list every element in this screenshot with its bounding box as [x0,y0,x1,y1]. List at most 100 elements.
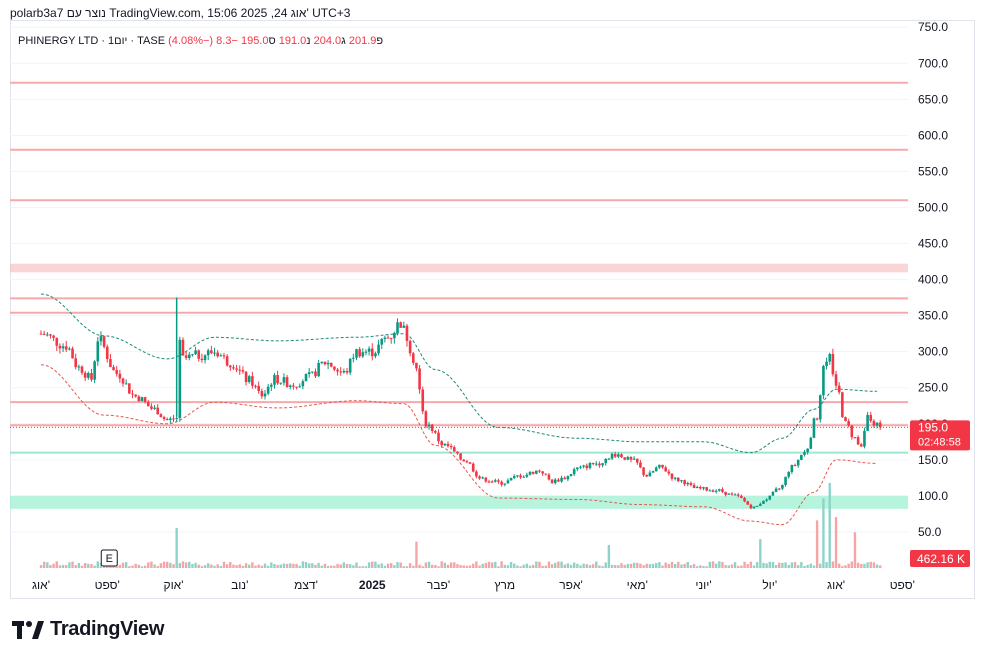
price-tick-label: 650.0 [918,92,948,106]
volume-bar [449,562,453,568]
candle-body [90,373,93,380]
candle-body [421,389,425,412]
volume-bar [181,561,185,568]
candle-body [83,372,87,378]
tradingview-logo[interactable]: TradingView [12,618,164,641]
candle-body [670,473,674,479]
open-value: 201.9 [348,35,377,47]
candle-body [415,362,418,369]
volume-value-badge [910,550,970,567]
volume-bar [49,565,52,568]
candle-body [664,467,667,472]
volume-bar [65,565,68,568]
candle-body [522,476,526,478]
volume-bar [636,562,639,568]
candle-body [304,374,308,382]
volume-bar [673,563,677,568]
candle-body [841,392,844,418]
volume-bar [156,565,159,568]
candle-body [863,430,866,447]
price-chart[interactable]: 50.0100.0150.0200.0250.0300.0350.0400.04… [0,0,985,600]
volume-bar [579,565,582,568]
volume-bar [311,563,314,568]
candle-body [692,484,696,489]
volume-bar [860,563,863,568]
earnings-event-marker[interactable] [100,549,118,567]
volume-bar [481,563,484,568]
candle-body [856,437,860,445]
candle-body [437,432,440,442]
volume-bar [304,562,308,568]
volume-bar [213,565,216,568]
volume-bar [326,565,330,568]
volume-bar [544,565,547,568]
candle-body [295,386,298,388]
candle-body [115,370,119,374]
time-tick-label: יול' [762,578,777,592]
price-axis: 50.0100.0150.0200.0250.0300.0350.0400.04… [918,20,948,539]
volume-bar [689,565,693,568]
volume-bar [427,561,431,568]
volume-bar [96,561,99,568]
volume-bar [408,563,412,568]
volume-bar [478,565,481,568]
volume-bar [784,562,787,568]
time-tick-label: דצמ' [294,578,318,592]
candle-body [61,346,65,349]
candle-body [468,462,472,464]
volume-bar [178,563,182,568]
candle-body [109,359,112,368]
volume-bar [399,562,402,568]
close-value: 195.0 [240,35,269,47]
candle-body [244,371,248,383]
candle-body [128,383,131,394]
volume-bar [639,563,642,568]
volume-bar [696,566,699,568]
volume-bar [522,564,525,568]
earnings-event-label: E [106,553,113,565]
time-axis: E אוג' ספט' אוק' נוב' דצמ' 2025 פבר' מרץ אפר' מאי'… [32,549,915,592]
volume-bar [623,564,626,568]
volume-bar [292,563,295,568]
candle-body [279,382,283,384]
candle-body [689,483,693,485]
candle-body [118,373,122,379]
volume-bar [440,561,443,568]
candle-body [380,338,384,345]
candle-body [39,333,43,335]
candle-body [793,464,797,466]
symbol-name[interactable]: PHINERGY LTD · 1יום · TASE [18,35,166,47]
candle-body [500,481,503,485]
volume-bar [99,563,103,568]
candle-body [99,336,103,342]
volume-bar [484,562,488,568]
candle-body [342,370,346,373]
price-tick-label: 550.0 [918,164,948,178]
price-tick-label: 50.0 [918,525,942,539]
candle-body [620,454,623,458]
candle-body [87,373,90,378]
candle-body [639,462,642,468]
volume-bar [554,562,557,568]
volume-bar [437,566,440,568]
envelope-upper-line [40,293,878,454]
grid-lines [10,26,908,533]
candle-body [828,353,832,362]
volume-bar [74,565,77,568]
volume-bar [301,561,305,568]
candle-body [806,448,809,453]
candle-body [191,354,194,356]
volume-bar [418,564,421,568]
chart-frame[interactable] [10,20,975,599]
volume-bar [825,562,828,568]
candle-body [875,422,879,426]
envelope-bands [40,293,878,526]
time-tick-label: נוב' [231,578,248,592]
volume-bar [705,566,708,568]
volume-bar [869,561,872,568]
candle-body [705,487,708,491]
high-value: 204.0 [313,35,342,47]
volume-bar [708,561,712,568]
symbol-legend[interactable]: PHINERGY LTD · 1יום · TASE פ201.9 ג204.0… [18,35,383,47]
volume-bar [295,563,298,568]
